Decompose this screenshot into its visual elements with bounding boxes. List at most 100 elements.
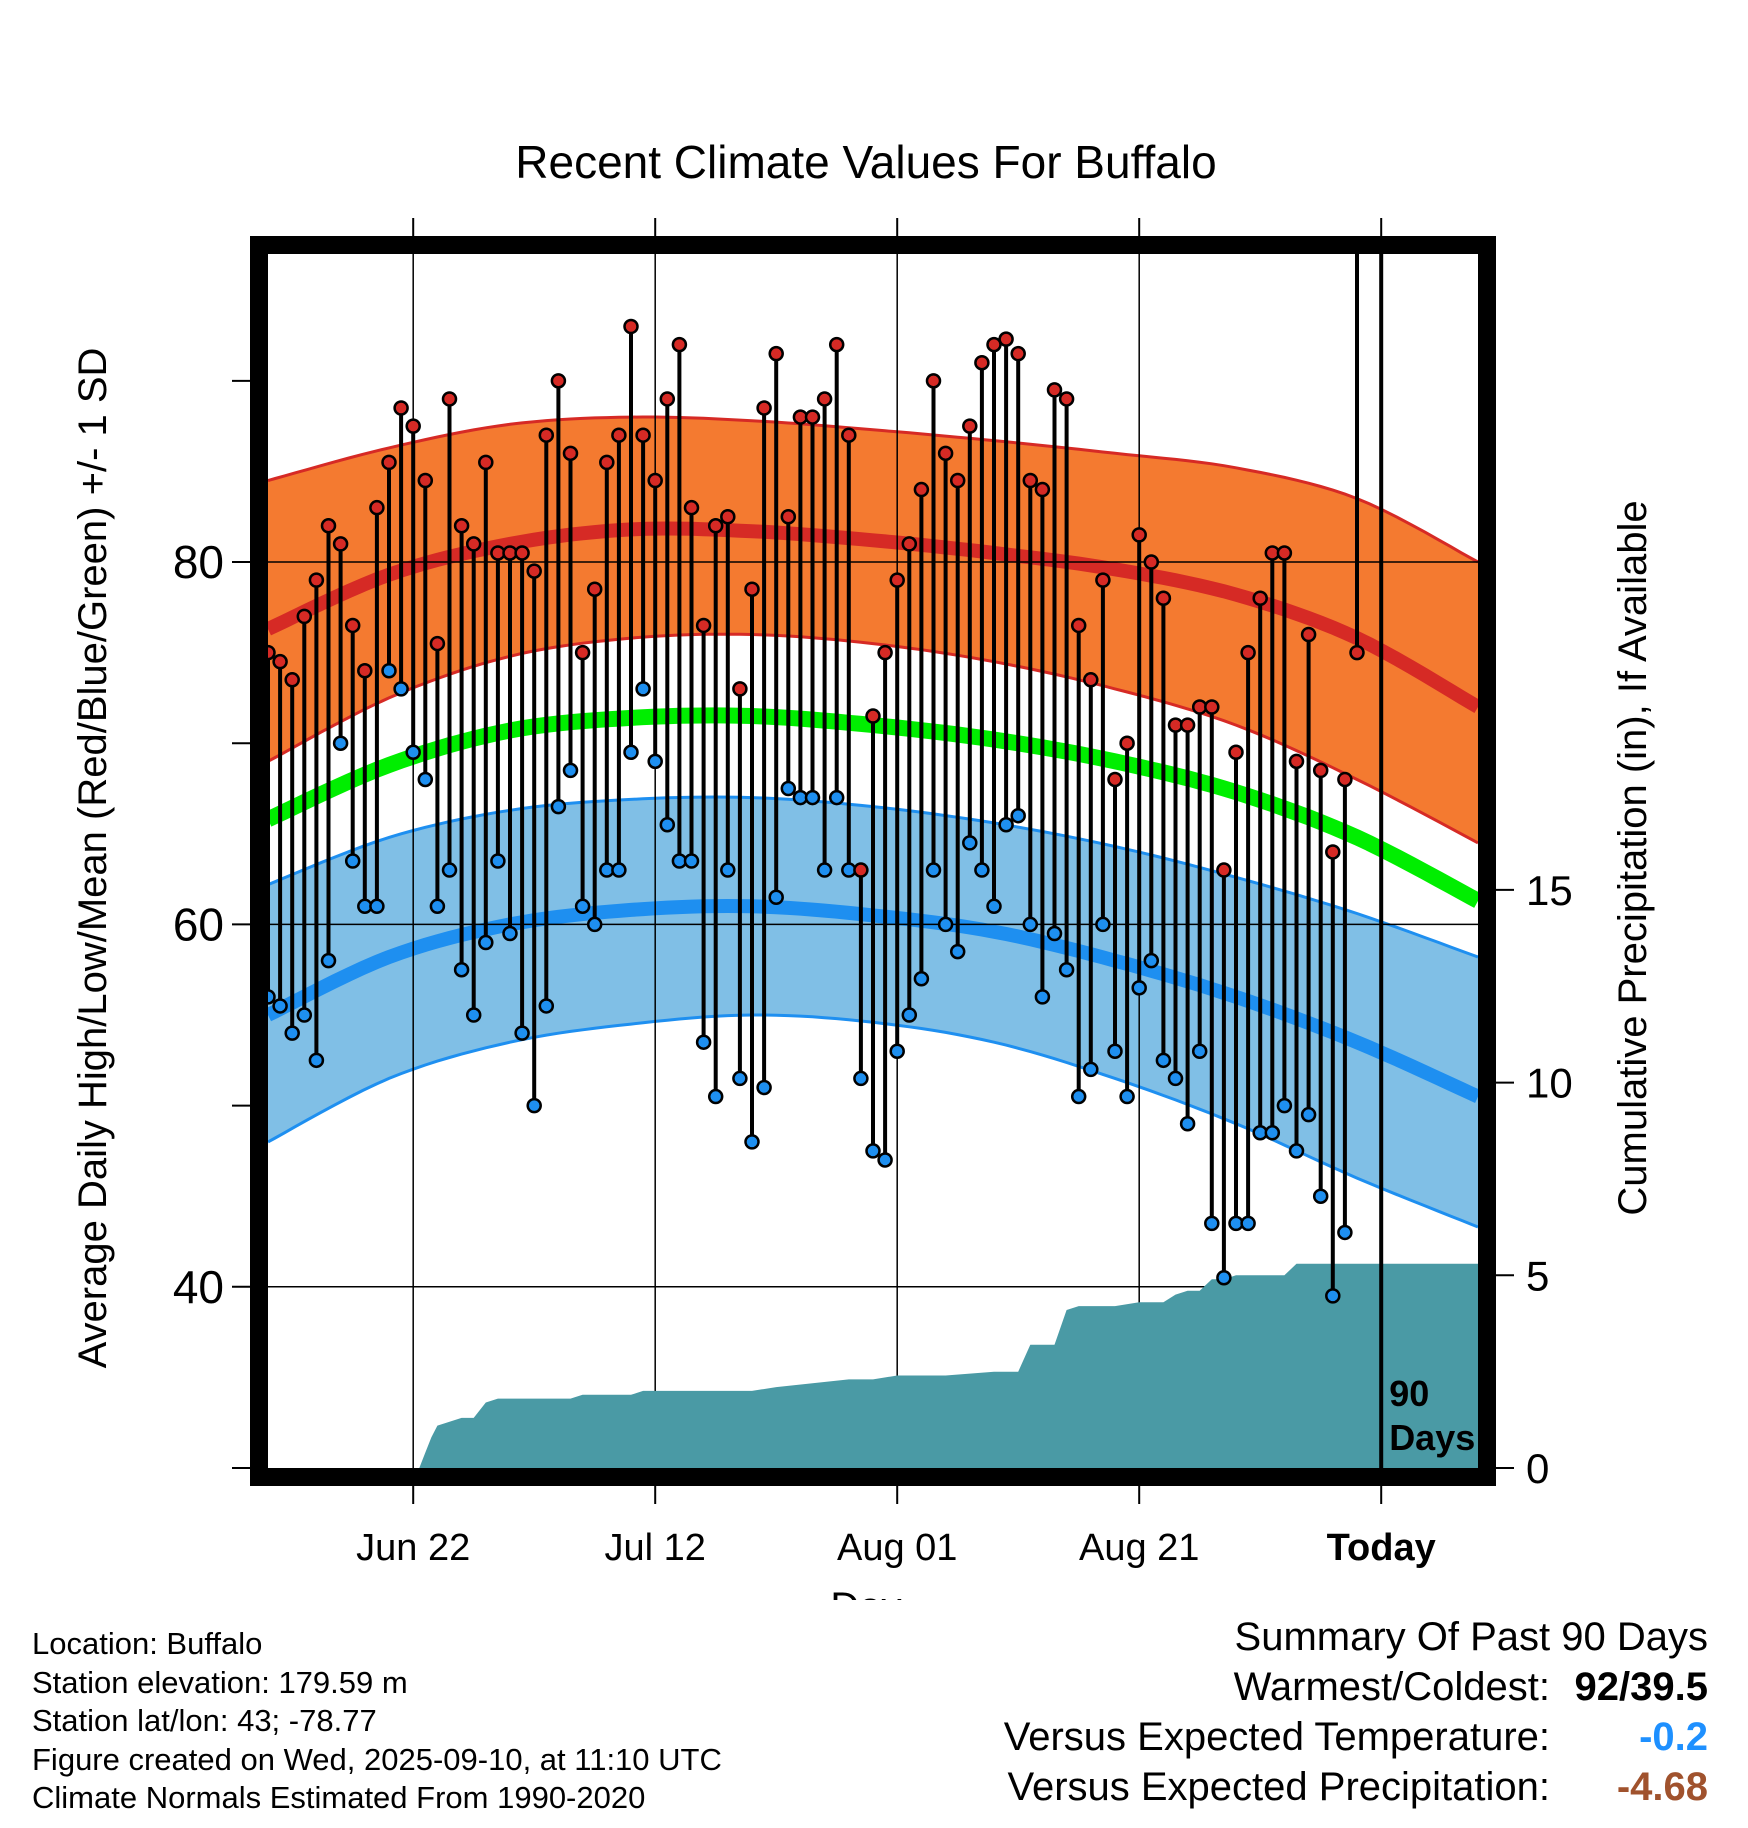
high-point [1083, 672, 1099, 688]
high-point [332, 536, 349, 552]
low-point [635, 681, 651, 697]
high-point [1034, 481, 1051, 498]
high-point [1228, 744, 1244, 761]
high-point [538, 427, 555, 443]
high-point [1252, 590, 1268, 607]
high-point [357, 662, 373, 679]
low-point [453, 961, 470, 978]
low-point [986, 898, 1002, 915]
low-point [429, 898, 446, 915]
high-point [1204, 699, 1220, 715]
high-point [647, 472, 663, 489]
low-point [828, 789, 845, 806]
high-point [756, 400, 772, 416]
high-point [1349, 644, 1365, 661]
high-point [707, 518, 724, 534]
high-point [550, 373, 567, 389]
high-point [1095, 572, 1111, 588]
x-tick-label: Jul 12 [604, 1527, 705, 1569]
low-point [1216, 1269, 1232, 1286]
high-point [405, 418, 421, 434]
high-point [768, 345, 784, 362]
high-point [962, 418, 978, 434]
high-point [514, 545, 530, 561]
high-point [1337, 771, 1353, 788]
today-days-label-2: Days [1389, 1417, 1475, 1458]
normal-high-line [268, 521, 1478, 714]
low-point [768, 889, 784, 905]
high-point [865, 708, 881, 724]
low-point [756, 1079, 772, 1096]
low-point [1300, 1106, 1317, 1123]
high-point [611, 427, 627, 443]
high-point [308, 572, 325, 588]
high-point [1312, 762, 1329, 779]
high-point [429, 635, 446, 652]
high-point [599, 454, 615, 471]
low-point [998, 817, 1014, 833]
low-point [502, 925, 518, 942]
low-point [1312, 1188, 1329, 1204]
high-point [828, 336, 845, 353]
summary-panel: Summary Of Past 90 Days Warmest/Coldest:… [1004, 1612, 1708, 1812]
low-point [647, 753, 663, 770]
low-point [695, 1034, 712, 1050]
low-point [877, 1152, 893, 1168]
summary-title: Summary Of Past 90 Days [1234, 1615, 1708, 1659]
low-point [623, 744, 639, 761]
precip-area [268, 1263, 1478, 1468]
low-point [586, 916, 603, 933]
high-point [268, 644, 276, 661]
high-point [1300, 626, 1317, 643]
high-point [877, 644, 893, 661]
high-point [816, 391, 833, 407]
low-point [393, 681, 409, 697]
low-point [925, 862, 942, 878]
low-point [332, 735, 349, 751]
low-point [1179, 1115, 1196, 1132]
low-point [465, 1007, 482, 1023]
precip-diff-label: Versus Expected Precipitation: [1007, 1765, 1550, 1809]
low-point [1191, 1043, 1208, 1060]
high-point [659, 391, 676, 407]
low-point [1022, 916, 1039, 933]
high-point [344, 617, 361, 634]
low-point [1337, 1224, 1353, 1241]
today-days-label-1: 90 [1389, 1373, 1429, 1414]
high-point [1276, 545, 1293, 561]
high-point [780, 508, 797, 525]
high-point [1010, 345, 1026, 362]
high-point [296, 608, 313, 625]
high-point [1070, 617, 1087, 634]
high-point [949, 472, 966, 489]
high-point [272, 653, 288, 670]
y-tick-label: 40 [173, 1261, 224, 1313]
low-point [732, 1070, 748, 1087]
low-point [1204, 1215, 1220, 1232]
high-point [1143, 554, 1160, 570]
high-point [853, 862, 869, 878]
chart-title: Recent Climate Values For Buffalo [515, 136, 1216, 188]
y2-tick-label: 0 [1526, 1445, 1549, 1492]
info-created: Figure created on Wed, 2025-09-10, at 11… [32, 1741, 722, 1777]
high-point [937, 445, 954, 462]
high-point [744, 581, 760, 597]
high-point [441, 391, 458, 407]
low-point [611, 862, 627, 878]
low-point [308, 1052, 325, 1069]
high-point [574, 644, 591, 661]
low-point [1034, 989, 1051, 1005]
high-point [841, 427, 857, 443]
low-point [268, 989, 276, 1005]
high-point [1046, 382, 1063, 398]
low-point [1325, 1288, 1341, 1304]
high-point [1022, 472, 1039, 489]
low-point [478, 934, 494, 951]
high-point [393, 400, 409, 416]
low-point [744, 1134, 760, 1150]
low-point [296, 1007, 313, 1023]
low-point [526, 1097, 542, 1114]
warmest-label: Warmest/Coldest: [1233, 1665, 1550, 1709]
low-point [1046, 925, 1063, 942]
temp-diff-label: Versus Expected Temperature: [1003, 1715, 1550, 1759]
